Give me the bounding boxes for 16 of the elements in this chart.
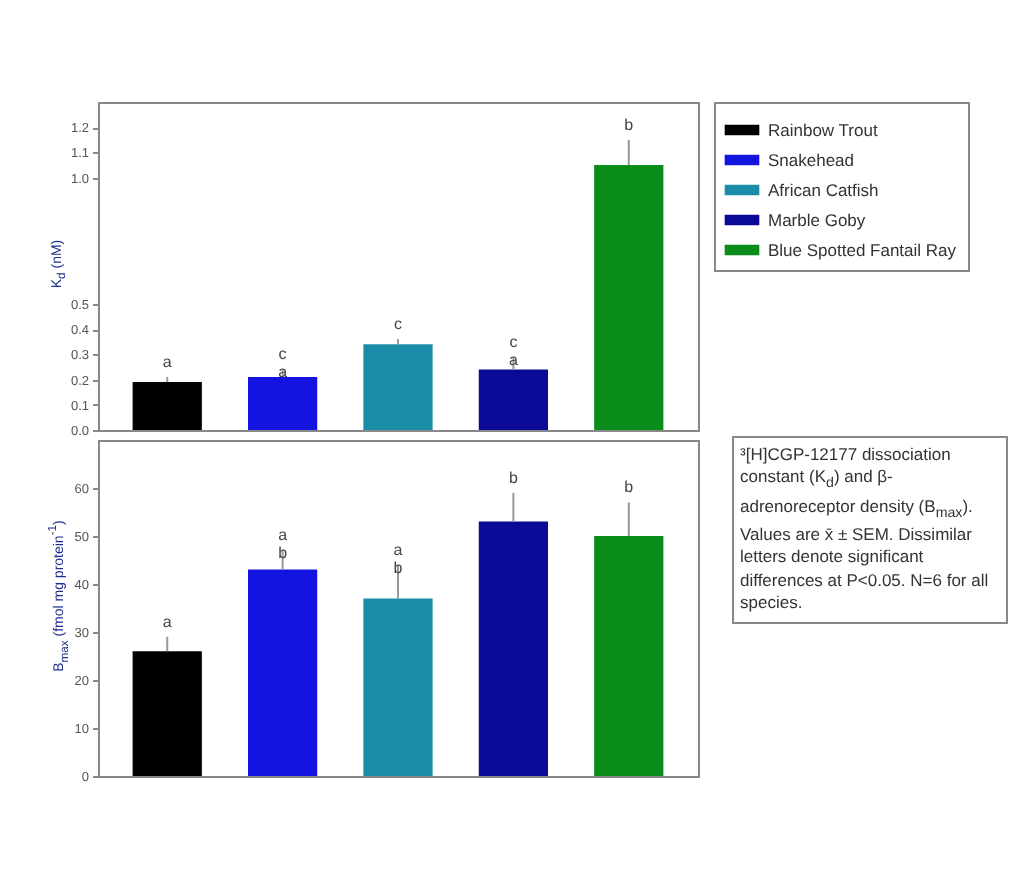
annotation: c a xyxy=(278,345,289,382)
annotation: b xyxy=(624,115,635,134)
annotation: b xyxy=(508,468,519,487)
legend-label: Blue Spotted Fantail Ray xyxy=(768,240,958,260)
annotation: c xyxy=(394,315,402,334)
text: ³[H]CGP-12177 dissociation constant (K$_{d}$) and β-adrenoreceptor density (B$_{max}$). Values are x̄ ± SEM. Dissimilar letters denote significant differences at P<0.05. N=6 for all species. xyxy=(740,444,989,613)
annotation: b xyxy=(624,478,635,497)
annotation: a xyxy=(162,353,173,372)
annotation: a b xyxy=(278,526,289,563)
legend-label: Rainbow Trout xyxy=(768,120,879,140)
annotation: a b xyxy=(393,540,404,577)
legend-label: Snakehead xyxy=(768,150,855,170)
annotation: c a xyxy=(508,332,519,369)
legend-label: Marble Goby xyxy=(768,210,867,230)
annotation: a xyxy=(162,612,173,631)
legend-label: African Catfish xyxy=(768,180,880,200)
